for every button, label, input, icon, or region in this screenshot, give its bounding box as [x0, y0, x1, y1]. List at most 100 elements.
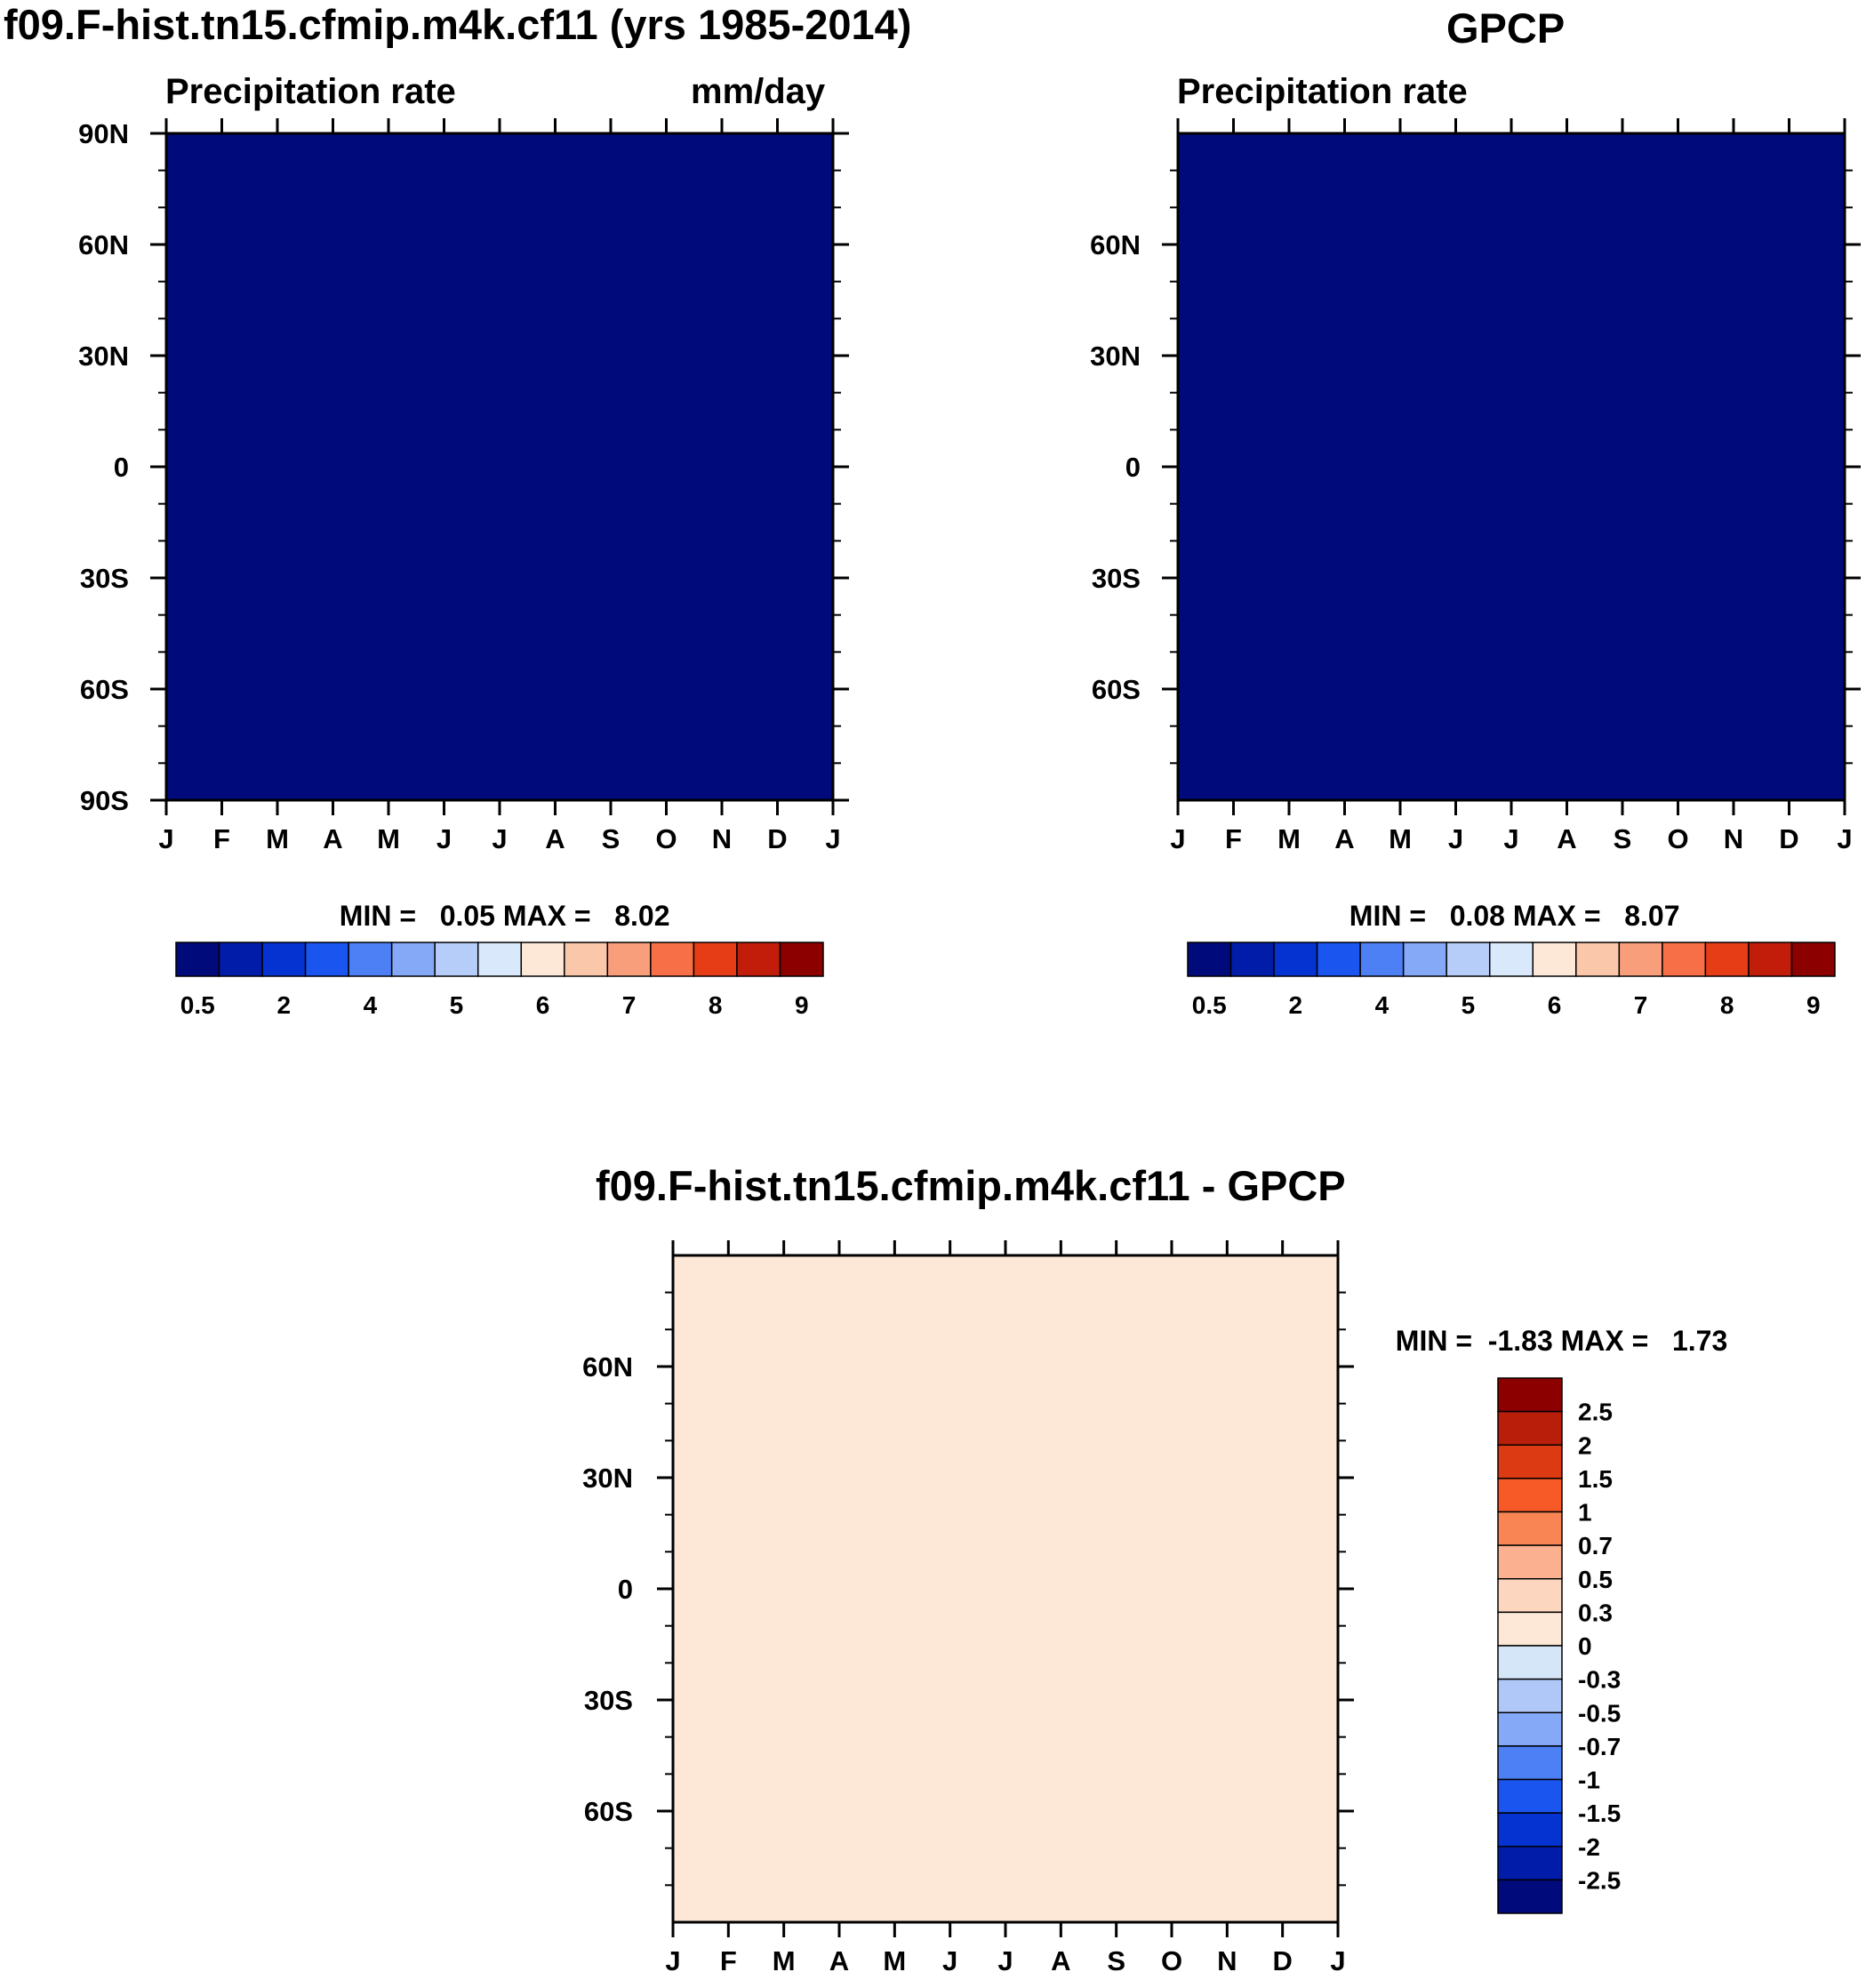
model-field-band: [166, 378, 833, 390]
model-field-band: [166, 255, 833, 268]
obs-field-band: [1178, 677, 1845, 690]
diff-max-label: MAX =: [1560, 1325, 1649, 1357]
model-field-band: [166, 756, 833, 768]
diff-x-tick-label: N: [1217, 1945, 1237, 1976]
obs-field-band: [1178, 211, 1845, 223]
obs-field-band: [1178, 356, 1845, 368]
obs-field-band: [1178, 500, 1845, 512]
obs-field-band: [1178, 778, 1845, 790]
model-field-band: [166, 744, 833, 757]
obs-x-tick-label: D: [1779, 823, 1798, 854]
diff-y-tick-label: 60N: [582, 1351, 633, 1383]
obs-colorbar-label: 6: [1548, 991, 1562, 1019]
diff-field-band: [673, 1655, 1338, 1668]
obs-colorbar-box: [1187, 942, 1232, 977]
model-field-band: [166, 578, 833, 590]
obs-colorbar-label: 0.5: [1192, 991, 1227, 1019]
obs-y-tick-label: 60N: [1090, 229, 1141, 261]
obs-colorbar-box: [1488, 942, 1534, 977]
model-x-tick-label: A: [323, 823, 342, 854]
diff-x-tick-label: M: [773, 1945, 796, 1976]
model-max-value: 8.02: [614, 900, 670, 932]
model-x-tick-label: J: [825, 823, 840, 854]
diff-colorbar-label: 1: [1578, 1499, 1592, 1527]
obs-field-band: [1178, 255, 1845, 268]
model-field-band: [166, 500, 833, 512]
diff-field-band: [673, 1466, 1338, 1479]
obs-left-label: Precipitation rate: [1177, 72, 1468, 111]
model-field-band: [166, 311, 833, 324]
model-colorbar-label: 6: [536, 991, 550, 1019]
model-x-tick-label: D: [767, 823, 787, 854]
obs-field-band: [1178, 366, 1845, 379]
model-field-band: [166, 467, 833, 479]
diff-field-band: [673, 1399, 1338, 1412]
model-field-band: [166, 766, 833, 779]
obs-colorbar-box: [1662, 942, 1707, 977]
model-field-band: [166, 667, 833, 679]
diff-title: f09.F-hist.tn15.cfmip.m4k.cf11 - GPCP: [596, 1162, 1346, 1209]
diff-field-band: [673, 1411, 1338, 1423]
obs-colorbar-box: [1748, 942, 1793, 977]
obs-field-band: [1178, 667, 1845, 679]
diff-field-band: [673, 1878, 1338, 1890]
obs-field-band: [1178, 267, 1845, 279]
model-x-tick-label: S: [602, 823, 621, 854]
model-field-band: [166, 178, 833, 190]
diff-field-band: [673, 1800, 1338, 1812]
obs-min-value: 0.08: [1449, 900, 1505, 932]
diff-min-label: MIN =: [1395, 1325, 1473, 1357]
model-field-band: [166, 211, 833, 223]
diff-field-band: [673, 1488, 1338, 1501]
obs-field-band: [1178, 689, 1845, 701]
diff-field-band: [673, 1911, 1338, 1923]
diff-x-tick-label: J: [665, 1945, 680, 1976]
model-field-band: [166, 433, 833, 445]
diff-field-band: [673, 1833, 1338, 1846]
diff-x-tick-label: O: [1161, 1945, 1182, 1976]
obs-field-band: [1178, 789, 1845, 801]
obs-y-tick-label: 30S: [1092, 563, 1141, 594]
obs-colorbar-box: [1575, 942, 1621, 977]
obs-colorbar-label: 7: [1634, 991, 1648, 1019]
diff-field-band: [673, 1811, 1338, 1824]
obs-field-band: [1178, 733, 1845, 746]
diff-colorbar-label: -0.3: [1578, 1666, 1621, 1694]
diff-colorbar-box: [1497, 1745, 1563, 1781]
model-colorbar-box: [261, 942, 307, 977]
obs-colorbar-box: [1532, 942, 1577, 977]
model-field-band: [166, 222, 833, 235]
obs-field-band: [1178, 433, 1845, 445]
diff-field-band: [673, 1288, 1338, 1301]
obs-field-band: [1178, 655, 1845, 668]
diff-field-band: [673, 1367, 1338, 1379]
diff-field-band: [673, 1322, 1338, 1335]
obs-field-band: [1178, 233, 1845, 245]
model-field-band: [166, 711, 833, 724]
obs-field-band: [1178, 766, 1845, 779]
model-y-tick-label: 30N: [78, 341, 129, 372]
diff-colorbar-box: [1497, 1846, 1563, 1881]
obs-field-band: [1178, 311, 1845, 324]
model-field-band: [166, 356, 833, 368]
obs-field-band: [1178, 477, 1845, 490]
obs-field-band: [1178, 244, 1845, 257]
diff-colorbar-box: [1497, 1678, 1563, 1713]
model-field-band: [166, 522, 833, 534]
diff-field-band: [673, 1666, 1338, 1679]
obs-field-band: [1178, 744, 1845, 757]
diff-field-band: [673, 1478, 1338, 1490]
model-colorbar-box: [434, 942, 479, 977]
model-x-tick-label: M: [377, 823, 400, 854]
diff-colorbar-label: -1: [1578, 1767, 1600, 1794]
diff-y-tick-label: 60S: [584, 1796, 633, 1827]
model-y-tick-label: 60S: [80, 674, 129, 705]
model-y-tick-label: 30S: [80, 563, 129, 594]
model-field-band: [166, 400, 833, 413]
diff-field-band: [673, 1278, 1338, 1290]
obs-field-band: [1178, 222, 1845, 235]
model-field-band: [166, 389, 833, 401]
diff-field-band: [673, 1255, 1338, 1268]
obs-x-tick-label: A: [1334, 823, 1354, 854]
